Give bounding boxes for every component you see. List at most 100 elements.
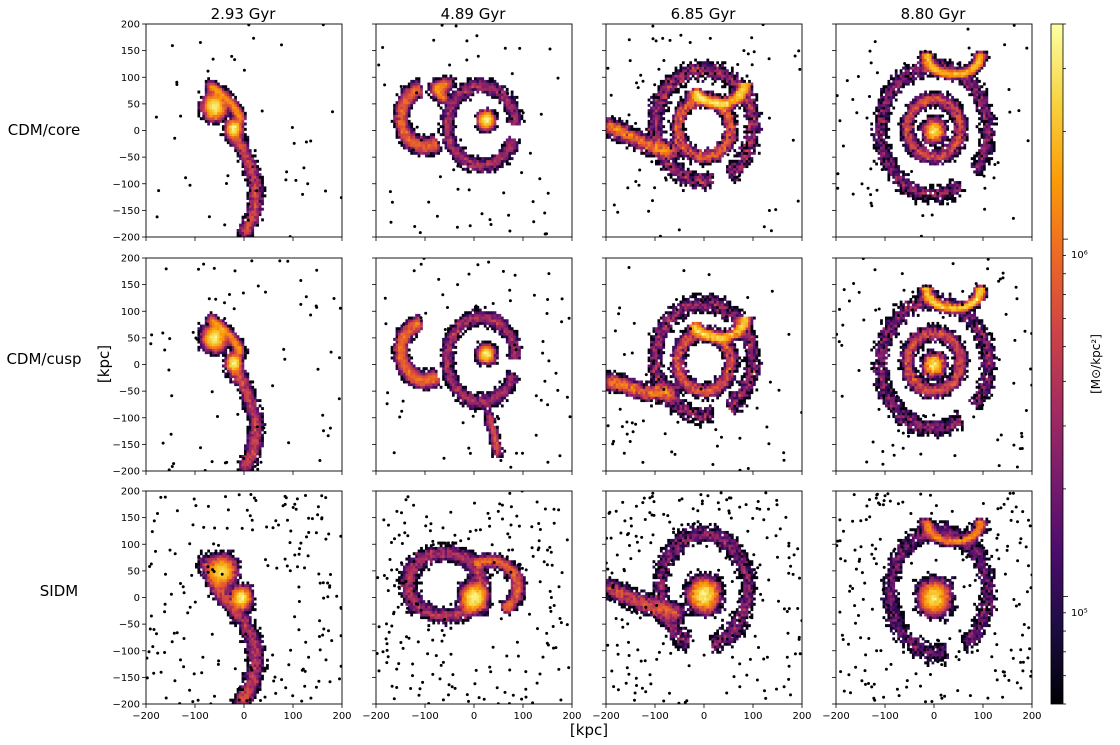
density-cell	[251, 417, 255, 421]
density-cell	[990, 114, 994, 118]
density-cell	[919, 154, 923, 158]
density-cell	[738, 151, 742, 155]
density-cell	[481, 170, 485, 174]
density-cell	[916, 55, 920, 59]
density-cell	[921, 138, 925, 142]
density-cell	[730, 93, 734, 97]
density-cell	[478, 159, 482, 163]
halo-particle	[726, 153, 730, 157]
density-cell	[253, 407, 257, 411]
density-cell	[960, 122, 964, 126]
density-cell	[941, 194, 945, 198]
density-cell	[246, 146, 250, 150]
density-cell	[990, 133, 994, 137]
density-cell	[471, 90, 475, 94]
density-cell	[684, 93, 688, 97]
density-cell	[699, 162, 702, 166]
density-cell	[398, 111, 401, 115]
density-cell	[667, 101, 670, 105]
density-cell	[398, 106, 401, 110]
density-cell	[664, 167, 668, 171]
density-cell	[637, 133, 641, 137]
density-cell	[691, 175, 695, 179]
density-cell	[246, 372, 250, 376]
density-cell	[941, 71, 945, 75]
density-cell	[718, 106, 722, 110]
density-cell	[924, 186, 927, 190]
density-cell	[931, 119, 935, 123]
density-cell	[916, 111, 920, 115]
density-cell	[439, 87, 443, 91]
density-cell	[239, 111, 242, 115]
density-cell	[486, 157, 489, 161]
density-cell	[209, 101, 213, 105]
density-cell	[704, 151, 707, 155]
density-cell	[664, 95, 668, 99]
density-cell	[887, 109, 891, 113]
density-cell	[400, 87, 404, 91]
density-cell	[244, 369, 247, 373]
density-cell	[226, 359, 230, 363]
density-cell	[449, 117, 453, 121]
density-cell	[630, 130, 634, 134]
density-cell	[755, 98, 759, 102]
density-cell	[728, 125, 732, 129]
density-cell	[410, 87, 414, 91]
density-cell	[951, 151, 954, 155]
density-cell	[679, 82, 683, 86]
density-cell	[936, 117, 940, 121]
density-cell	[987, 151, 991, 155]
density-cell	[667, 90, 670, 94]
density-cell	[427, 143, 431, 147]
density-cell	[931, 149, 935, 153]
density-cell	[253, 415, 257, 419]
density-cell	[667, 79, 670, 83]
halo-particle	[211, 57, 215, 61]
density-cell	[921, 119, 925, 123]
density-cell	[652, 103, 656, 107]
density-cell	[684, 175, 688, 179]
density-cell	[248, 460, 252, 464]
halo-particle	[996, 161, 1000, 165]
density-cell	[990, 143, 994, 147]
density-cell	[669, 127, 673, 131]
halo-particle	[841, 144, 845, 148]
density-cell	[757, 130, 761, 134]
density-cell	[916, 151, 920, 155]
density-cell	[244, 377, 247, 381]
density-cell	[691, 63, 695, 67]
density-cell	[456, 146, 460, 150]
density-cell	[657, 95, 661, 99]
density-cell	[694, 146, 697, 150]
density-cell	[931, 95, 935, 99]
density-cell	[914, 63, 918, 67]
density-cell	[733, 95, 737, 99]
density-cell	[934, 74, 937, 78]
density-cell	[217, 109, 220, 113]
density-cell	[513, 95, 516, 99]
density-cell	[667, 167, 670, 171]
density-cell	[618, 127, 621, 131]
density-cell	[221, 106, 225, 110]
density-cell	[662, 162, 666, 166]
density-cell	[451, 154, 455, 158]
density-cell	[478, 79, 482, 83]
density-cell	[674, 119, 678, 123]
density-cell	[980, 55, 984, 59]
density-cell	[735, 162, 739, 166]
density-cell	[667, 109, 670, 113]
density-cell	[718, 95, 722, 99]
density-cell	[417, 90, 421, 94]
halo-particle	[246, 218, 250, 222]
density-cell	[667, 93, 670, 97]
density-cell	[251, 231, 255, 235]
density-cell	[248, 197, 252, 201]
density-cell	[713, 106, 717, 110]
density-cell	[407, 111, 411, 115]
density-cell	[246, 383, 250, 387]
density-cell	[251, 455, 255, 458]
density-cell	[662, 146, 666, 150]
halo-particle	[921, 214, 925, 218]
density-cell	[432, 87, 436, 91]
density-cell	[241, 359, 245, 363]
